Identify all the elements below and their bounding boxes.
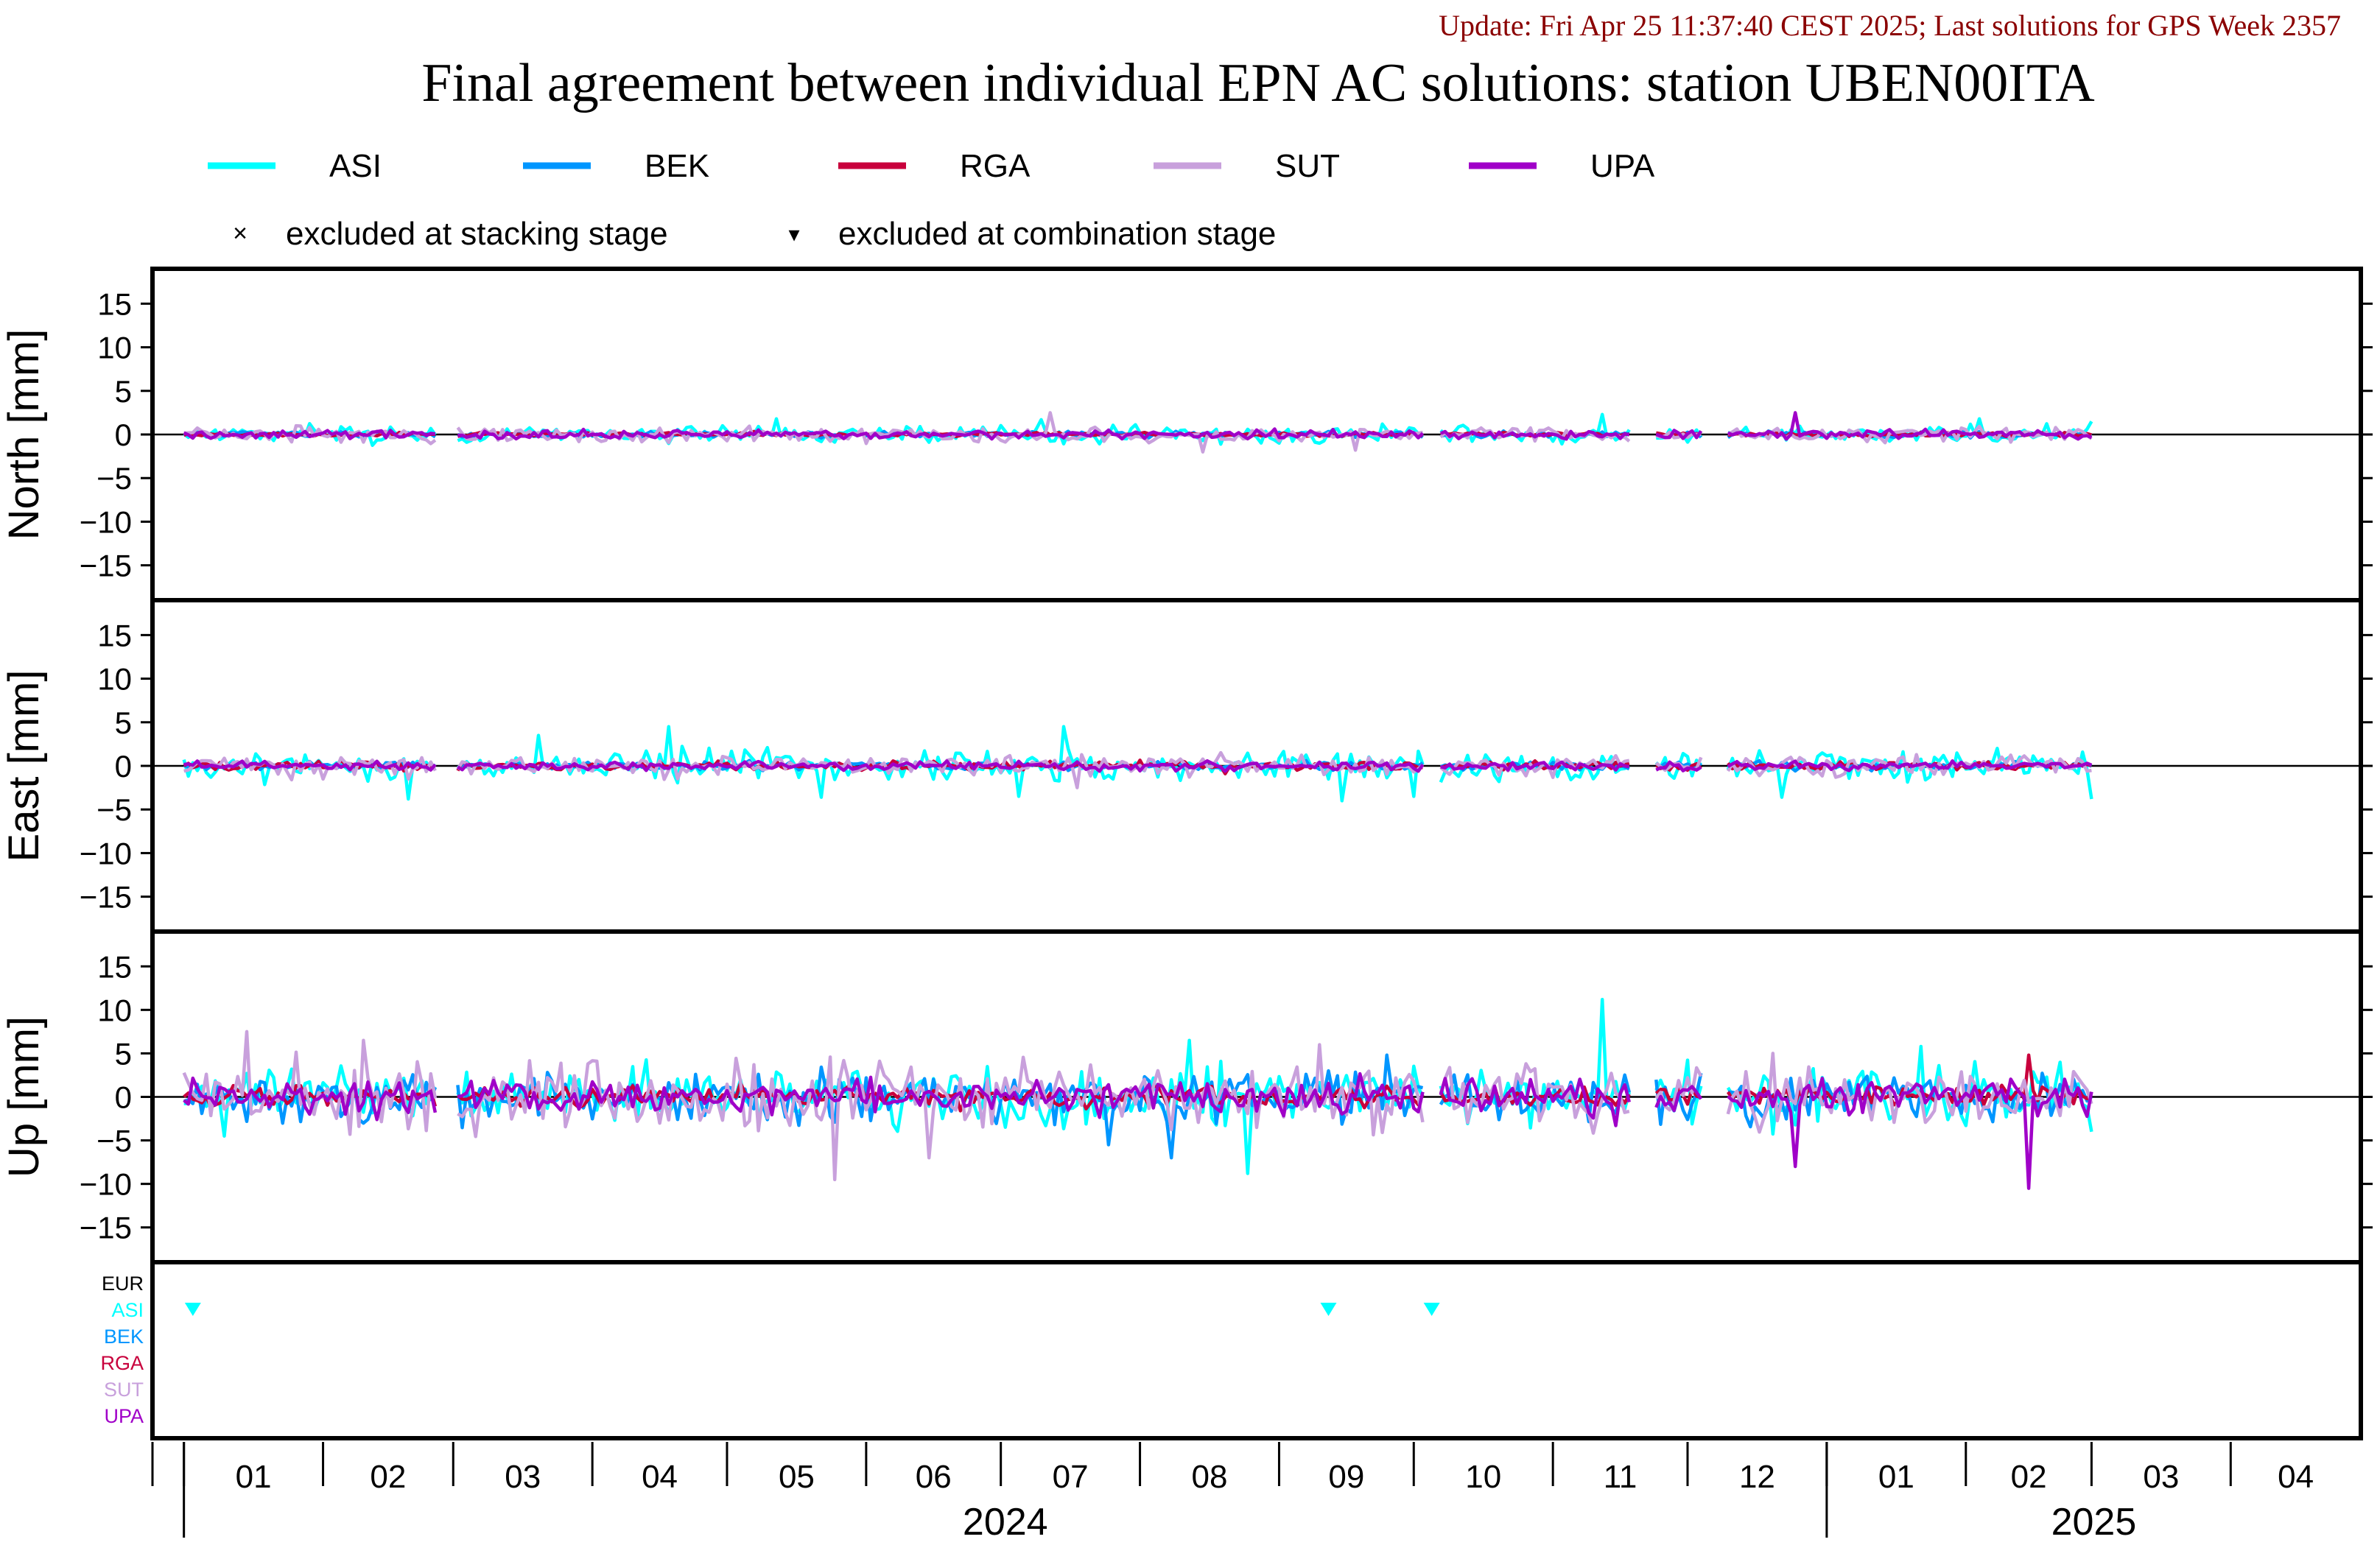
y-tick-label-north: 10 bbox=[97, 331, 132, 365]
legend-excluded-combination: excluded at combination stage bbox=[838, 216, 1276, 252]
y-tick-label-north: 15 bbox=[97, 286, 132, 321]
series-line-up-bek bbox=[183, 1053, 2093, 1160]
panel-east: East [mm] 15 10 5 0 −5 −10 −15 bbox=[0, 598, 2373, 934]
legend-triangle-icon: ▾ bbox=[788, 222, 799, 247]
exclusion-marker-asi bbox=[184, 1303, 201, 1316]
exclusion-row-label-sut: SUT bbox=[104, 1379, 144, 1401]
y-tick-label-east: 10 bbox=[97, 662, 132, 697]
legend: ASI BEK RGA SUT UPA × excluded at stacking sta… bbox=[208, 148, 1655, 252]
series-line-north-upa bbox=[183, 411, 2093, 441]
exclusion-row-label-asi: ASI bbox=[111, 1299, 144, 1321]
panels: North [mm] 15 10 5 0 −5 −10 −15 East [mm] 15 10 5 0 −… bbox=[0, 267, 2373, 1264]
month-label: 11 bbox=[1604, 1459, 1637, 1495]
y-tick-label-up: 15 bbox=[97, 949, 132, 984]
exclusion-row-label-rga: RGA bbox=[100, 1352, 144, 1374]
chart-title: Final agreement between individual EPN A… bbox=[421, 53, 2094, 113]
exclusion-row-label-upa: UPA bbox=[104, 1405, 144, 1427]
exclusion-marker-asi bbox=[1423, 1303, 1440, 1316]
y-tick-label-north: −15 bbox=[80, 549, 132, 583]
series-line-up-rga bbox=[183, 1053, 2093, 1113]
panel-north: North [mm] 15 10 5 0 −5 −10 −15 bbox=[0, 267, 2373, 602]
y-tick-label-north: 0 bbox=[115, 418, 132, 452]
month-label: 04 bbox=[2278, 1459, 2314, 1495]
exclusion-marker-asi bbox=[1320, 1303, 1337, 1316]
y-axis-label-up: Up [mm] bbox=[0, 1016, 48, 1178]
month-label: 03 bbox=[2143, 1459, 2179, 1495]
exclusion-row-label-eur: EUR bbox=[102, 1273, 144, 1295]
y-tick-label-up: 5 bbox=[115, 1036, 132, 1071]
y-tick-label-east: 0 bbox=[115, 749, 132, 784]
y-tick-label-up: 10 bbox=[97, 993, 132, 1027]
y-tick-label-north: −5 bbox=[96, 461, 132, 496]
year-label: 2024 bbox=[963, 1501, 1048, 1544]
legend-label-sut: SUT bbox=[1275, 148, 1340, 184]
y-tick-label-up: −15 bbox=[80, 1211, 132, 1245]
exclusion-row-label-bek: BEK bbox=[104, 1326, 144, 1348]
month-label: 12 bbox=[1739, 1459, 1775, 1495]
y-axis-label-east: East [mm] bbox=[0, 669, 48, 862]
month-label: 02 bbox=[2011, 1459, 2047, 1495]
month-label: 05 bbox=[779, 1459, 815, 1495]
y-tick-label-up: −10 bbox=[80, 1167, 132, 1202]
month-label: 09 bbox=[1328, 1459, 1364, 1495]
time-axis: 01 02 03 04 05 06 07 08 09 10 11 12 01 02 03 04 2024 2025 bbox=[151, 1442, 2314, 1544]
month-label: 10 bbox=[1465, 1459, 1501, 1495]
series-line-up-upa bbox=[183, 1071, 2093, 1190]
y-tick-label-east: 5 bbox=[115, 705, 132, 740]
y-tick-label-up: −5 bbox=[96, 1124, 132, 1158]
exclusion-panel: EUR ASI BEK RGA SUT UPA bbox=[100, 1260, 2363, 1440]
legend-label-upa: UPA bbox=[1590, 148, 1655, 184]
month-label: 01 bbox=[236, 1459, 272, 1495]
y-tick-label-up: 0 bbox=[115, 1080, 132, 1115]
legend-excluded-stacking: excluded at stacking stage bbox=[286, 216, 668, 252]
y-tick-label-east: 15 bbox=[97, 618, 132, 652]
y-tick-label-north: −10 bbox=[80, 504, 132, 539]
month-label: 07 bbox=[1053, 1459, 1089, 1495]
month-label: 01 bbox=[1878, 1459, 1914, 1495]
month-label: 06 bbox=[916, 1459, 952, 1495]
y-tick-label-east: −5 bbox=[96, 792, 132, 827]
y-tick-label-east: −15 bbox=[80, 880, 132, 915]
y-axis-label-north: North [mm] bbox=[0, 329, 48, 541]
series-line-up-sut bbox=[182, 1030, 2093, 1182]
legend-label-rga: RGA bbox=[960, 148, 1031, 184]
panel-up: Up [mm] 15 10 5 0 −5 −10 −15 bbox=[0, 929, 2373, 1264]
exclusion-frame bbox=[150, 1260, 2363, 1440]
month-label: 04 bbox=[642, 1459, 678, 1495]
month-label: 02 bbox=[370, 1459, 406, 1495]
y-tick-label-east: −10 bbox=[80, 836, 132, 870]
series-line-east-upa bbox=[183, 759, 2093, 773]
legend-label-bek: BEK bbox=[645, 148, 709, 184]
y-tick-label-north: 5 bbox=[115, 374, 132, 409]
update-line: Update: Fri Apr 25 11:37:40 CEST 2025; L… bbox=[1439, 9, 2341, 42]
month-label: 08 bbox=[1192, 1459, 1228, 1495]
year-label: 2025 bbox=[2051, 1501, 2137, 1544]
legend-cross-icon: × bbox=[233, 219, 248, 247]
month-label: 03 bbox=[505, 1459, 541, 1495]
series-line-east-sut bbox=[183, 750, 2092, 789]
legend-label-asi: ASI bbox=[329, 148, 382, 184]
